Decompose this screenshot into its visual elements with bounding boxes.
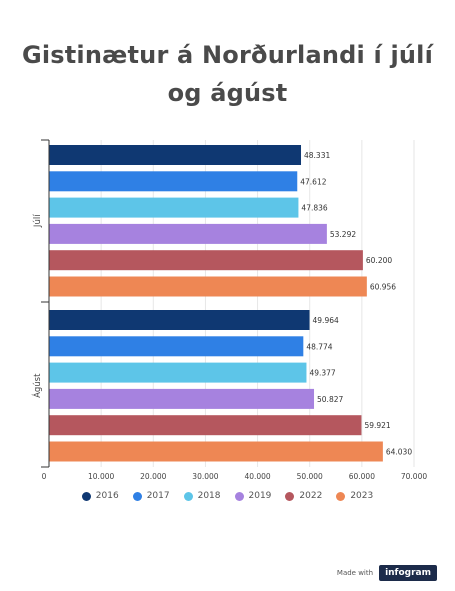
- chart-title-line-2: og ágúst: [167, 79, 288, 107]
- bar-2016-1: [49, 310, 310, 330]
- bar-2022-1: [49, 415, 362, 436]
- bar-2023-0: [49, 276, 367, 297]
- data-label: 59.921: [364, 421, 390, 430]
- x-tick-label: 60.000: [349, 472, 375, 481]
- data-label: 49.377: [309, 369, 335, 378]
- legend-label: 2019: [248, 491, 272, 501]
- legend-label: 2017: [146, 491, 170, 501]
- axes: 0 10.000 20.000 30.000 40.000 50.000 60.000 70.…: [31, 139, 427, 481]
- data-label: 48.774: [306, 342, 332, 351]
- category-label: Ágúst: [31, 373, 43, 398]
- legend-item-2022[interactable]: 2022: [285, 491, 322, 501]
- x-tick-label: 10.000: [88, 472, 114, 481]
- x-tick-label: 50.000: [297, 472, 323, 481]
- legend-marker: [132, 491, 142, 501]
- chart-legend: 2016 2017 2018 2019 2022 2023: [0, 491, 455, 501]
- legend-marker: [183, 491, 193, 501]
- data-label: 53.292: [330, 230, 356, 239]
- legend-marker: [336, 491, 346, 501]
- data-label: 64.030: [386, 448, 412, 457]
- legend-label: 2016: [95, 491, 119, 501]
- legend-item-2019[interactable]: 2019: [234, 491, 272, 501]
- bar-2022-0: [49, 250, 363, 271]
- chart-title: Gistinætur á Norðurlandi í júlí og ágúst: [0, 36, 455, 112]
- data-label: 47.612: [300, 177, 326, 186]
- data-label: 60.200: [366, 256, 392, 265]
- bar-2018-1: [49, 362, 307, 383]
- data-label: 60.956: [370, 283, 396, 292]
- legend-marker: [81, 491, 91, 501]
- legend-marker: [285, 491, 295, 501]
- x-tick-label: 0: [42, 472, 47, 481]
- bar-2017-1: [49, 336, 304, 357]
- bar-2023-1: [49, 441, 383, 462]
- bar-2017-0: [49, 171, 298, 192]
- data-label: 48.331: [304, 151, 330, 160]
- data-label: 49.964: [313, 316, 339, 325]
- legend-item-2023[interactable]: 2023: [336, 491, 373, 501]
- gridlines: [100, 140, 415, 467]
- legend-item-2018[interactable]: 2018: [183, 491, 221, 501]
- bar-2019-1: [49, 388, 315, 409]
- x-tick-label: 30.000: [192, 472, 218, 481]
- chart-title-line-1: Gistinætur á Norðurlandi í júlí: [21, 41, 434, 69]
- legend-item-2016[interactable]: 2016: [81, 491, 119, 501]
- bar-2018-0: [49, 197, 299, 218]
- x-tick-label: 40.000: [244, 472, 270, 481]
- data-label: 47.836: [301, 204, 327, 213]
- legend-label: 2023: [350, 491, 374, 501]
- x-tick-label: 70.000: [401, 472, 427, 481]
- data-label: 50.827: [317, 395, 343, 404]
- bar-2019-0: [49, 223, 327, 244]
- bar-2016-0: [49, 145, 302, 165]
- legend-label: 2022: [299, 491, 323, 501]
- infogram-logo[interactable]: infogram: [379, 565, 437, 581]
- legend-item-2017[interactable]: 2017: [132, 491, 170, 501]
- x-tick-label: 20.000: [140, 472, 166, 481]
- legend-label: 2018: [197, 491, 221, 501]
- made-with-text: Made with: [336, 569, 374, 577]
- bars: 48.331 47.612 47.836 53.292 60.200 60.956 49.9…: [49, 145, 412, 462]
- category-label: Júlí: [33, 214, 43, 228]
- footer-credit: Made with infogram: [337, 565, 437, 581]
- legend-marker: [234, 491, 244, 501]
